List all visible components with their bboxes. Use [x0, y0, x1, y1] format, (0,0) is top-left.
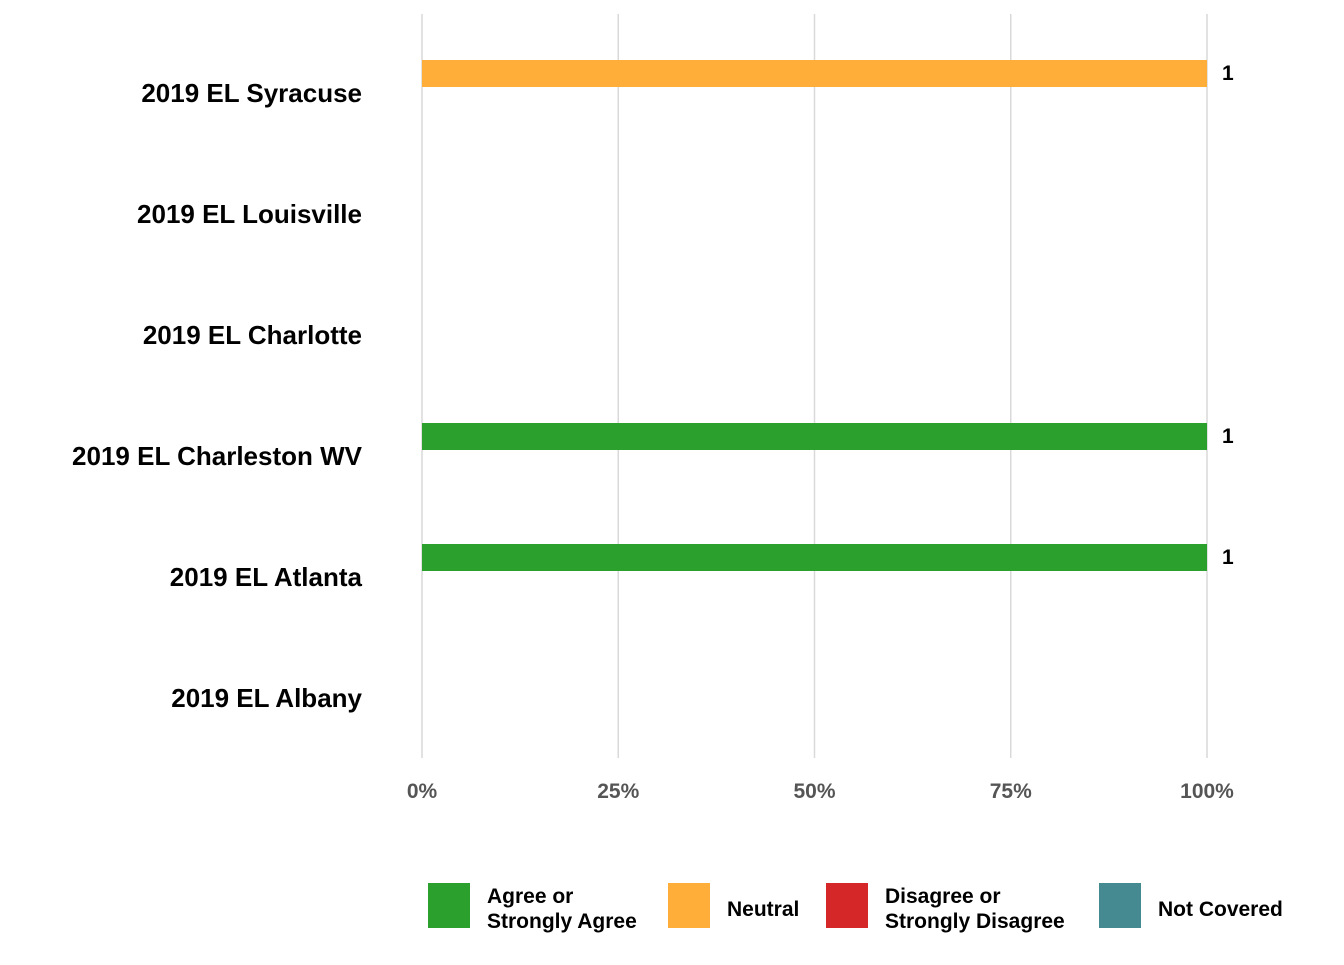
- bar: [422, 60, 1207, 87]
- data-label: 1: [1222, 546, 1234, 569]
- x-tick-label: 75%: [990, 780, 1032, 803]
- legend-label: Not Covered: [1158, 898, 1283, 921]
- data-label: 1: [1222, 62, 1234, 85]
- legend-label: Disagree or: [885, 885, 1001, 908]
- x-tick-label: 50%: [793, 780, 835, 803]
- bar: [422, 423, 1207, 450]
- bar: [422, 544, 1207, 571]
- category-label: 2019 EL Albany: [171, 683, 362, 713]
- legend-label: Strongly Agree: [487, 910, 637, 933]
- x-tick-label: 100%: [1180, 780, 1234, 803]
- x-tick-label: 0%: [407, 780, 438, 803]
- category-label: 2019 EL Syracuse: [141, 78, 362, 108]
- legend-label: Agree or: [487, 885, 573, 908]
- data-label: 1: [1222, 425, 1234, 448]
- x-tick-label: 25%: [597, 780, 639, 803]
- legend-label: Neutral: [727, 898, 799, 921]
- gridlines: [421, 14, 1208, 758]
- legend-swatch: [1099, 883, 1141, 928]
- x-axis-ticks: 0% 25% 50% 75% 100%: [407, 780, 1234, 803]
- category-label: 2019 EL Louisville: [137, 199, 362, 229]
- category-label: 2019 EL Charlotte: [143, 320, 362, 350]
- legend-swatch: [826, 883, 868, 928]
- category-labels: 2019 EL Syracuse 2019 EL Louisville 2019 E…: [72, 78, 363, 713]
- legend-swatch: [428, 883, 470, 928]
- data-labels: 1 1 1: [1222, 62, 1234, 569]
- legend-label: Strongly Disagree: [885, 910, 1065, 933]
- category-label: 2019 EL Atlanta: [170, 562, 363, 592]
- legend-swatch: [668, 883, 710, 928]
- bars: [422, 60, 1207, 571]
- category-label: 2019 EL Charleston WV: [72, 441, 363, 471]
